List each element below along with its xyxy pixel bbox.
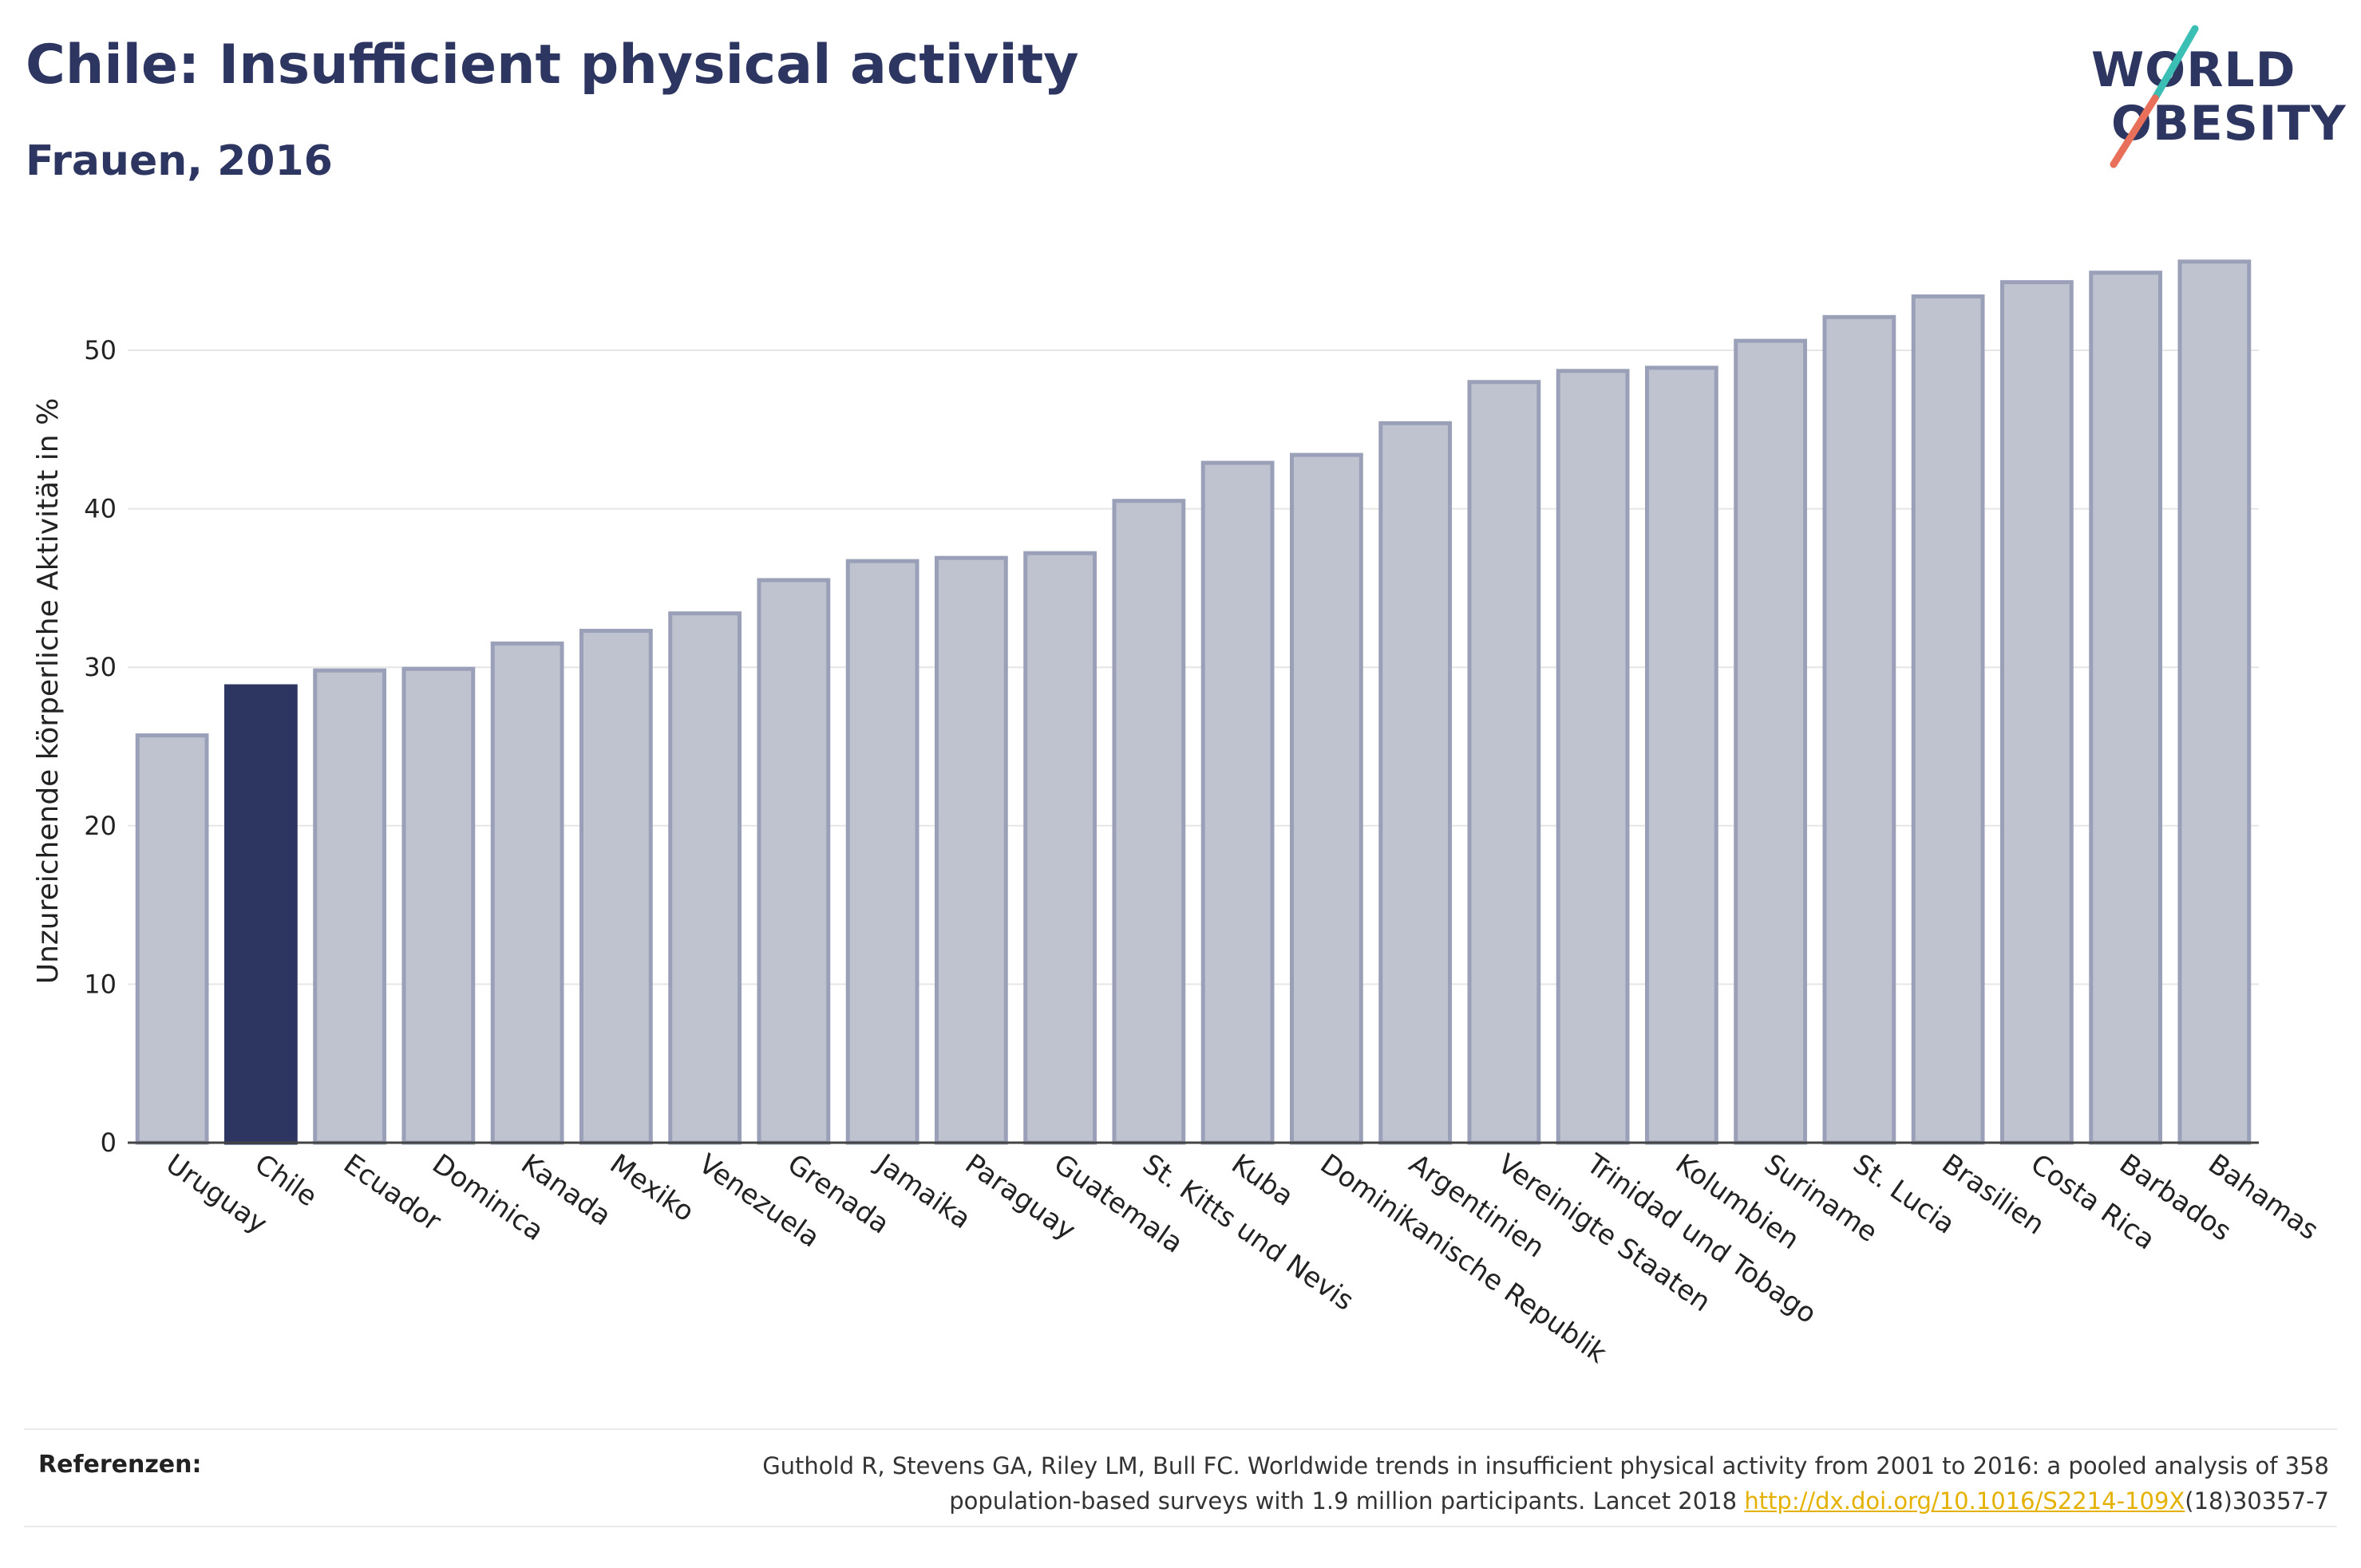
- chart-title: Chile: Insufficient physical activity: [26, 34, 1079, 97]
- logo-text-world: WORLD: [2091, 42, 2296, 98]
- bar-mexiko: [579, 629, 653, 1145]
- bar-kuba: [1200, 460, 1275, 1145]
- gridlines: [128, 350, 2259, 985]
- bar-brasilien: [1911, 294, 1985, 1145]
- bar-argentinien: [1378, 421, 1453, 1145]
- x-tick-label: Kuba: [1225, 1148, 1299, 1213]
- bar-bahamas: [2177, 259, 2252, 1145]
- bar-barbados: [2089, 271, 2163, 1145]
- bar-venezuela: [668, 611, 742, 1145]
- y-tick-label: 10: [84, 969, 117, 999]
- bar-uruguay: [135, 733, 209, 1145]
- bar-guatemala: [1023, 551, 1097, 1145]
- bar-suriname: [1734, 338, 1808, 1145]
- chart-subtitle: Frauen, 2016: [26, 137, 333, 185]
- bar-ecuador: [313, 668, 387, 1145]
- bar-dominica: [401, 666, 476, 1145]
- bar-vereinigte-staaten: [1467, 380, 1541, 1145]
- bar-paraguay: [934, 555, 1008, 1145]
- x-tick-label: Uruguay: [160, 1148, 272, 1241]
- x-tick-label: Chile: [249, 1148, 323, 1214]
- bar-st-kitts-und-nevis: [1112, 499, 1186, 1145]
- footer-divider-bottom: [24, 1526, 2337, 1527]
- y-tick-label: 50: [84, 335, 117, 365]
- reference-line-1: Guthold R, Stevens GA, Riley LM, Bull FC…: [762, 1452, 2329, 1479]
- reference-line-2-pre: population-based surveys with 1.9 millio…: [949, 1487, 1745, 1515]
- bar-chile: [223, 684, 298, 1145]
- bars: [135, 259, 2252, 1145]
- footer-divider-top: [24, 1428, 2337, 1430]
- world-obesity-logo[interactable]: WORLD OBESITY: [2075, 22, 2347, 174]
- references-label: Referenzen:: [38, 1451, 202, 1479]
- y-tick-label: 40: [84, 494, 117, 524]
- bar-st-lucia: [1822, 314, 1896, 1145]
- y-tick-label: 30: [84, 652, 117, 682]
- references-text: Guthold R, Stevens GA, Riley LM, Bull FC…: [762, 1448, 2329, 1519]
- x-tick-label: Mexiko: [604, 1148, 700, 1229]
- reference-line-2-post: (18)30357-7: [2185, 1487, 2329, 1515]
- bar-kolumbien: [1644, 365, 1718, 1145]
- logo-slash-icon: [2110, 25, 2199, 168]
- doi-link[interactable]: http://dx.doi.org/10.1016/S2214-109X: [1744, 1487, 2185, 1515]
- bar-dominikanische-republik: [1289, 452, 1363, 1145]
- bar-costa-rica: [1999, 280, 2074, 1145]
- y-tick-labels: 0 10 20 30 40 50: [84, 335, 117, 1158]
- bar-grenada: [757, 578, 831, 1145]
- y-axis-label: Unzureichende körperliche Aktivität in %: [32, 398, 65, 985]
- reference-line-2: population-based surveys with 1.9 millio…: [762, 1483, 2329, 1519]
- x-tick-label: Ecuador: [338, 1148, 447, 1238]
- y-tick-label: 20: [84, 811, 117, 841]
- bar-kanada: [490, 641, 564, 1145]
- bar-jamaika: [845, 559, 919, 1145]
- y-tick-label: 0: [101, 1128, 117, 1158]
- bar-trinidad-und-tobago: [1556, 369, 1630, 1145]
